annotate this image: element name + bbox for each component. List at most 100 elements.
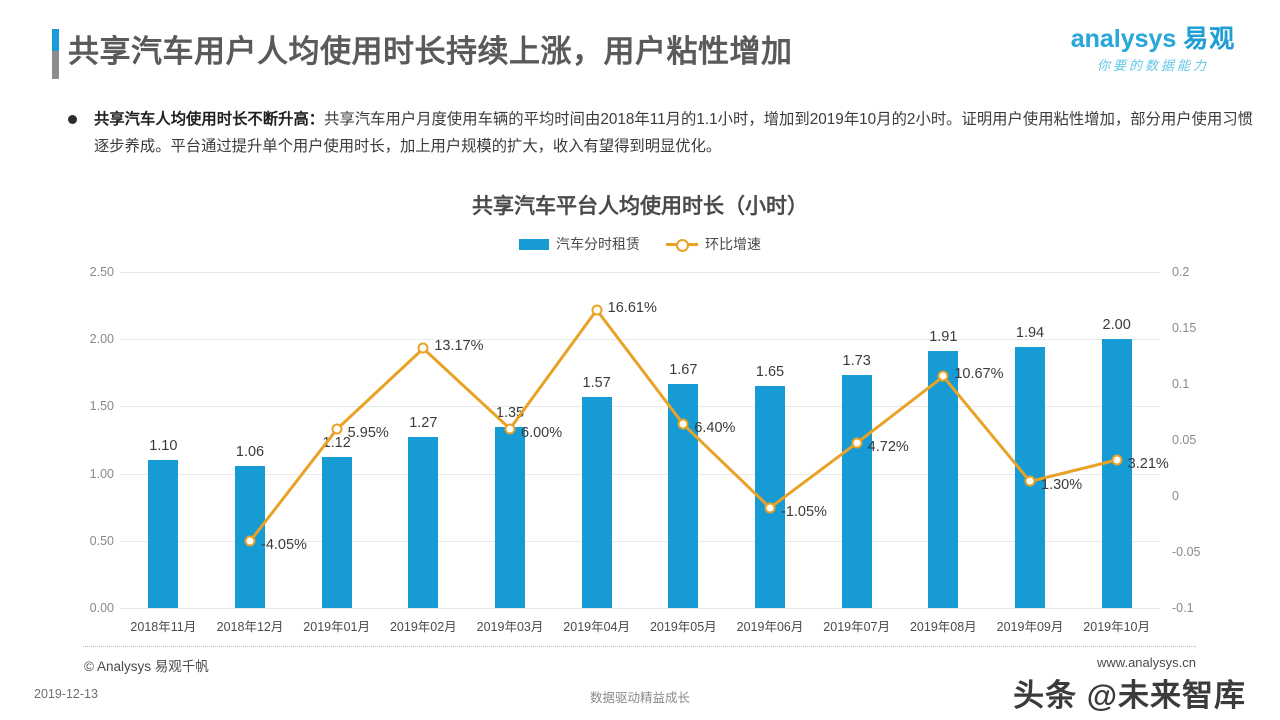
- bar[interactable]: [928, 351, 959, 608]
- y-axis-left-tick: 0.00: [89, 601, 114, 615]
- gridline: [120, 272, 1160, 273]
- legend-line-marker-icon: [666, 238, 698, 252]
- growth-line-path: [248, 308, 1119, 543]
- y-axis-left-tick: 2.50: [89, 265, 114, 279]
- summary-lead: 共享汽车人均使用时长不断升高：: [94, 111, 325, 128]
- line-value-label: 4.72%: [867, 439, 909, 456]
- line-value-label: 3.21%: [1127, 456, 1169, 473]
- title-accent-bar: [52, 29, 59, 79]
- brand-name-cn: 易观: [1183, 25, 1236, 53]
- bar[interactable]: [1101, 339, 1132, 608]
- x-axis-tick: 2019年06月: [736, 620, 804, 634]
- line-data-point[interactable]: [331, 423, 343, 435]
- x-axis-tick: 2019年10月: [1083, 620, 1151, 634]
- bar-value-label: 1.27: [409, 415, 438, 432]
- line-value-label: 5.95%: [347, 425, 389, 442]
- chart-title: 共享汽车平台人均使用时长（小时）: [472, 195, 808, 218]
- line-data-point[interactable]: [244, 535, 256, 547]
- y-axis-right-tick: -0.05: [1172, 545, 1201, 559]
- line-data-point[interactable]: [591, 304, 603, 316]
- legend-swatch-icon: [519, 238, 549, 250]
- brand-tagline: 你要的数据能力: [1096, 57, 1209, 73]
- y-axis-right-tick: 0.1: [1172, 377, 1190, 391]
- y-axis-right-tick: -0.1: [1172, 601, 1194, 615]
- chart-legend: 汽车分时租赁 环比增速: [0, 234, 1280, 254]
- legend-label-line: 环比增速: [705, 236, 761, 252]
- line-value-label: 10.67%: [954, 366, 1004, 383]
- line-value-label: 6.00%: [521, 424, 563, 441]
- date-stamp: 2019-12-13: [34, 687, 98, 701]
- line-data-point[interactable]: [764, 502, 776, 514]
- x-axis-tick: 2019年03月: [476, 620, 544, 634]
- line-value-label: -1.05%: [781, 503, 827, 520]
- slide-header: 共享汽车用户人均使用时长持续上涨，用户粘性增加 analysys 易观 你要的数…: [0, 0, 1280, 96]
- bar[interactable]: [408, 437, 439, 608]
- x-axis-tick: 2019年01月: [303, 620, 371, 634]
- x-axis-tick: 2019年08月: [909, 620, 977, 634]
- footer-divider: [83, 646, 1196, 647]
- line-value-label: -4.05%: [261, 537, 307, 554]
- site-url[interactable]: www.analysys.cn: [1097, 655, 1196, 670]
- brand-name-en: analysys: [1070, 25, 1177, 53]
- watermark: 头条 @未来智库: [1013, 678, 1246, 713]
- bar[interactable]: [321, 457, 352, 608]
- bar-value-label: 1.57: [582, 374, 611, 391]
- bar-value-label: 1.91: [929, 329, 958, 346]
- bar-value-label: 1.65: [755, 364, 785, 381]
- y-axis-left-tick: 1.00: [89, 466, 114, 481]
- bar[interactable]: [148, 460, 179, 608]
- y-axis-right-tick: 0.2: [1172, 265, 1190, 279]
- x-axis-tick: 2019年09月: [996, 620, 1064, 634]
- legend-item-bar[interactable]: 汽车分时租赁: [519, 234, 640, 254]
- line-data-point[interactable]: [417, 342, 429, 354]
- brand-name: analysys 易观: [1048, 25, 1258, 54]
- line-value-label: 13.17%: [434, 338, 484, 355]
- line-data-point[interactable]: [504, 423, 516, 435]
- legend-item-line[interactable]: 环比增速: [666, 234, 761, 254]
- x-axis-tick: 2019年05月: [649, 620, 717, 634]
- x-axis-tick: 2018年11月: [130, 620, 197, 634]
- summary-bullet: 共享汽车人均使用时长不断升高：共享汽车用户月度使用车辆的平均时间由2018年11…: [68, 106, 1253, 160]
- summary-text: 共享汽车人均使用时长不断升高：共享汽车用户月度使用车辆的平均时间由2018年11…: [94, 106, 1253, 160]
- line-data-point[interactable]: [851, 437, 863, 449]
- y-axis-right-tick: 0.15: [1172, 321, 1197, 335]
- bar[interactable]: [581, 396, 612, 608]
- x-axis-tick: 2018年12月: [216, 620, 284, 634]
- line-value-label: 6.40%: [694, 420, 736, 437]
- bar-value-label: 1.06: [235, 443, 265, 460]
- gridline: [120, 540, 1160, 542]
- line-data-point[interactable]: [677, 418, 689, 430]
- bar[interactable]: [495, 426, 525, 608]
- line-data-point[interactable]: [937, 370, 949, 382]
- bar[interactable]: [841, 375, 872, 608]
- y-axis-right-tick: 0.05: [1172, 433, 1197, 447]
- bar-value-label: 1.35: [495, 404, 525, 421]
- legend-label-bar: 汽车分时租赁: [556, 236, 640, 252]
- x-axis-tick: 2019年07月: [823, 620, 891, 634]
- summary-body: 共享汽车用户月度使用车辆的平均时间由2018年11月的1.1小时，增加到2019…: [94, 111, 1253, 155]
- gridline: [120, 339, 1160, 341]
- line-data-point[interactable]: [1111, 454, 1123, 466]
- y-axis-right-tick: 0: [1172, 489, 1179, 503]
- gridline: [120, 608, 1160, 609]
- copyright-text: © Analysys 易观千帆: [84, 659, 209, 674]
- slogan-text: 数据驱动精益成长: [589, 691, 690, 705]
- gridline: [120, 406, 1160, 408]
- chart-plot-area: 0.00 0.50 1.00 1.50 2.00 2.50 -0.1 -0.05 0 0.05 0.…: [90, 265, 1201, 634]
- y-axis-left-tick: 1.50: [89, 399, 114, 414]
- line-data-point[interactable]: [1024, 475, 1036, 487]
- gridline: [120, 473, 1160, 475]
- x-axis-tick: 2019年02月: [389, 620, 457, 634]
- bar-value-label: 1.67: [669, 361, 698, 378]
- bar-value-label: 1.94: [1015, 325, 1045, 342]
- bar-value-label: 2.00: [1102, 317, 1131, 334]
- y-axis-left-tick: 2.00: [89, 332, 114, 347]
- bullet-dot-icon: [68, 115, 77, 124]
- bar-value-label: 1.10: [149, 438, 178, 455]
- line-value-label: 1.30%: [1041, 477, 1083, 494]
- x-axis-tick: 2019年04月: [563, 620, 631, 634]
- bar-value-label: 1.73: [842, 353, 871, 370]
- page-title: 共享汽车用户人均使用时长持续上涨，用户粘性增加: [68, 34, 793, 69]
- y-axis-left-tick: 0.50: [89, 533, 114, 548]
